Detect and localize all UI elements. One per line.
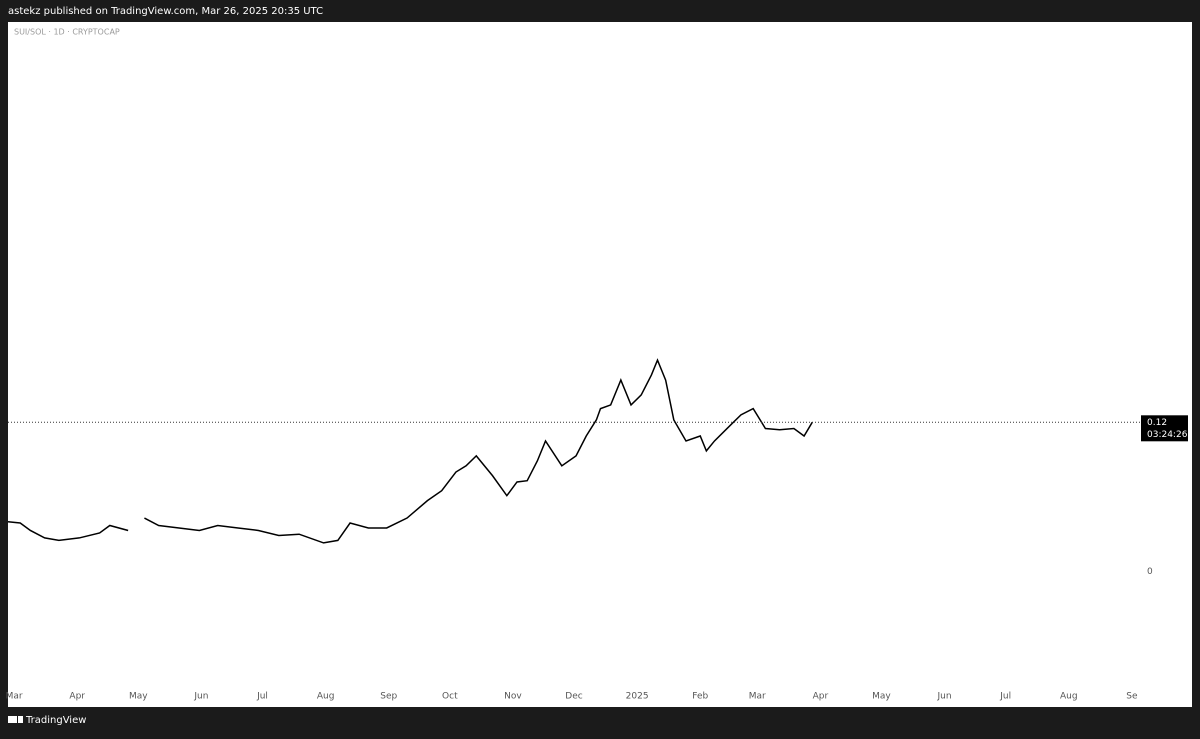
x-tick-label: Se [1126,692,1138,702]
logo [8,716,23,723]
x-tick-label: May [872,692,891,702]
y-tick-label: 0 [1147,567,1153,577]
publisher: astekz published on TradingView.com, Mar… [8,6,323,17]
x-tick-label: Mar [6,692,23,702]
x-tick-label: Mar [749,692,766,702]
countdown: 03:24:26 [1147,430,1188,440]
x-tick-label: Sep [380,692,397,702]
x-tick-label: Dec [565,692,582,702]
x-tick-label: 2025 [626,692,649,702]
price-line [7,521,129,542]
x-tick-label: Oct [442,692,458,702]
price-badge [1141,415,1188,442]
x-tick-label: Aug [1060,692,1078,702]
symbol: SUI/SOL · 1D · CRYPTOCAP [14,28,120,37]
brand: TradingView [25,715,86,726]
x-tick-label: Nov [504,692,522,702]
x-tick-label: Apr [813,692,829,702]
x-tick-label: May [129,692,148,702]
price-line [144,358,813,544]
x-tick-label: Apr [69,692,85,702]
plot-area [8,22,1192,707]
x-tick-label: Jul [999,692,1011,702]
last-price-label: 0.12 [1147,418,1167,428]
x-tick-label: Feb [692,692,708,702]
x-tick-label: Jun [937,692,952,702]
x-tick-label: Jun [193,692,208,702]
x-tick-label: Aug [317,692,335,702]
x-tick-label: Jul [256,692,268,702]
